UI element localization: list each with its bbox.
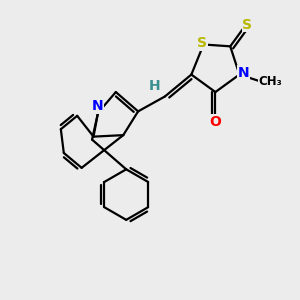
Text: H: H [148, 79, 160, 93]
Text: S: S [242, 18, 252, 32]
Text: N: N [92, 99, 104, 113]
Text: CH₃: CH₃ [258, 75, 282, 88]
Text: O: O [209, 115, 221, 129]
Text: N: N [238, 66, 250, 80]
Text: S: S [197, 36, 207, 50]
